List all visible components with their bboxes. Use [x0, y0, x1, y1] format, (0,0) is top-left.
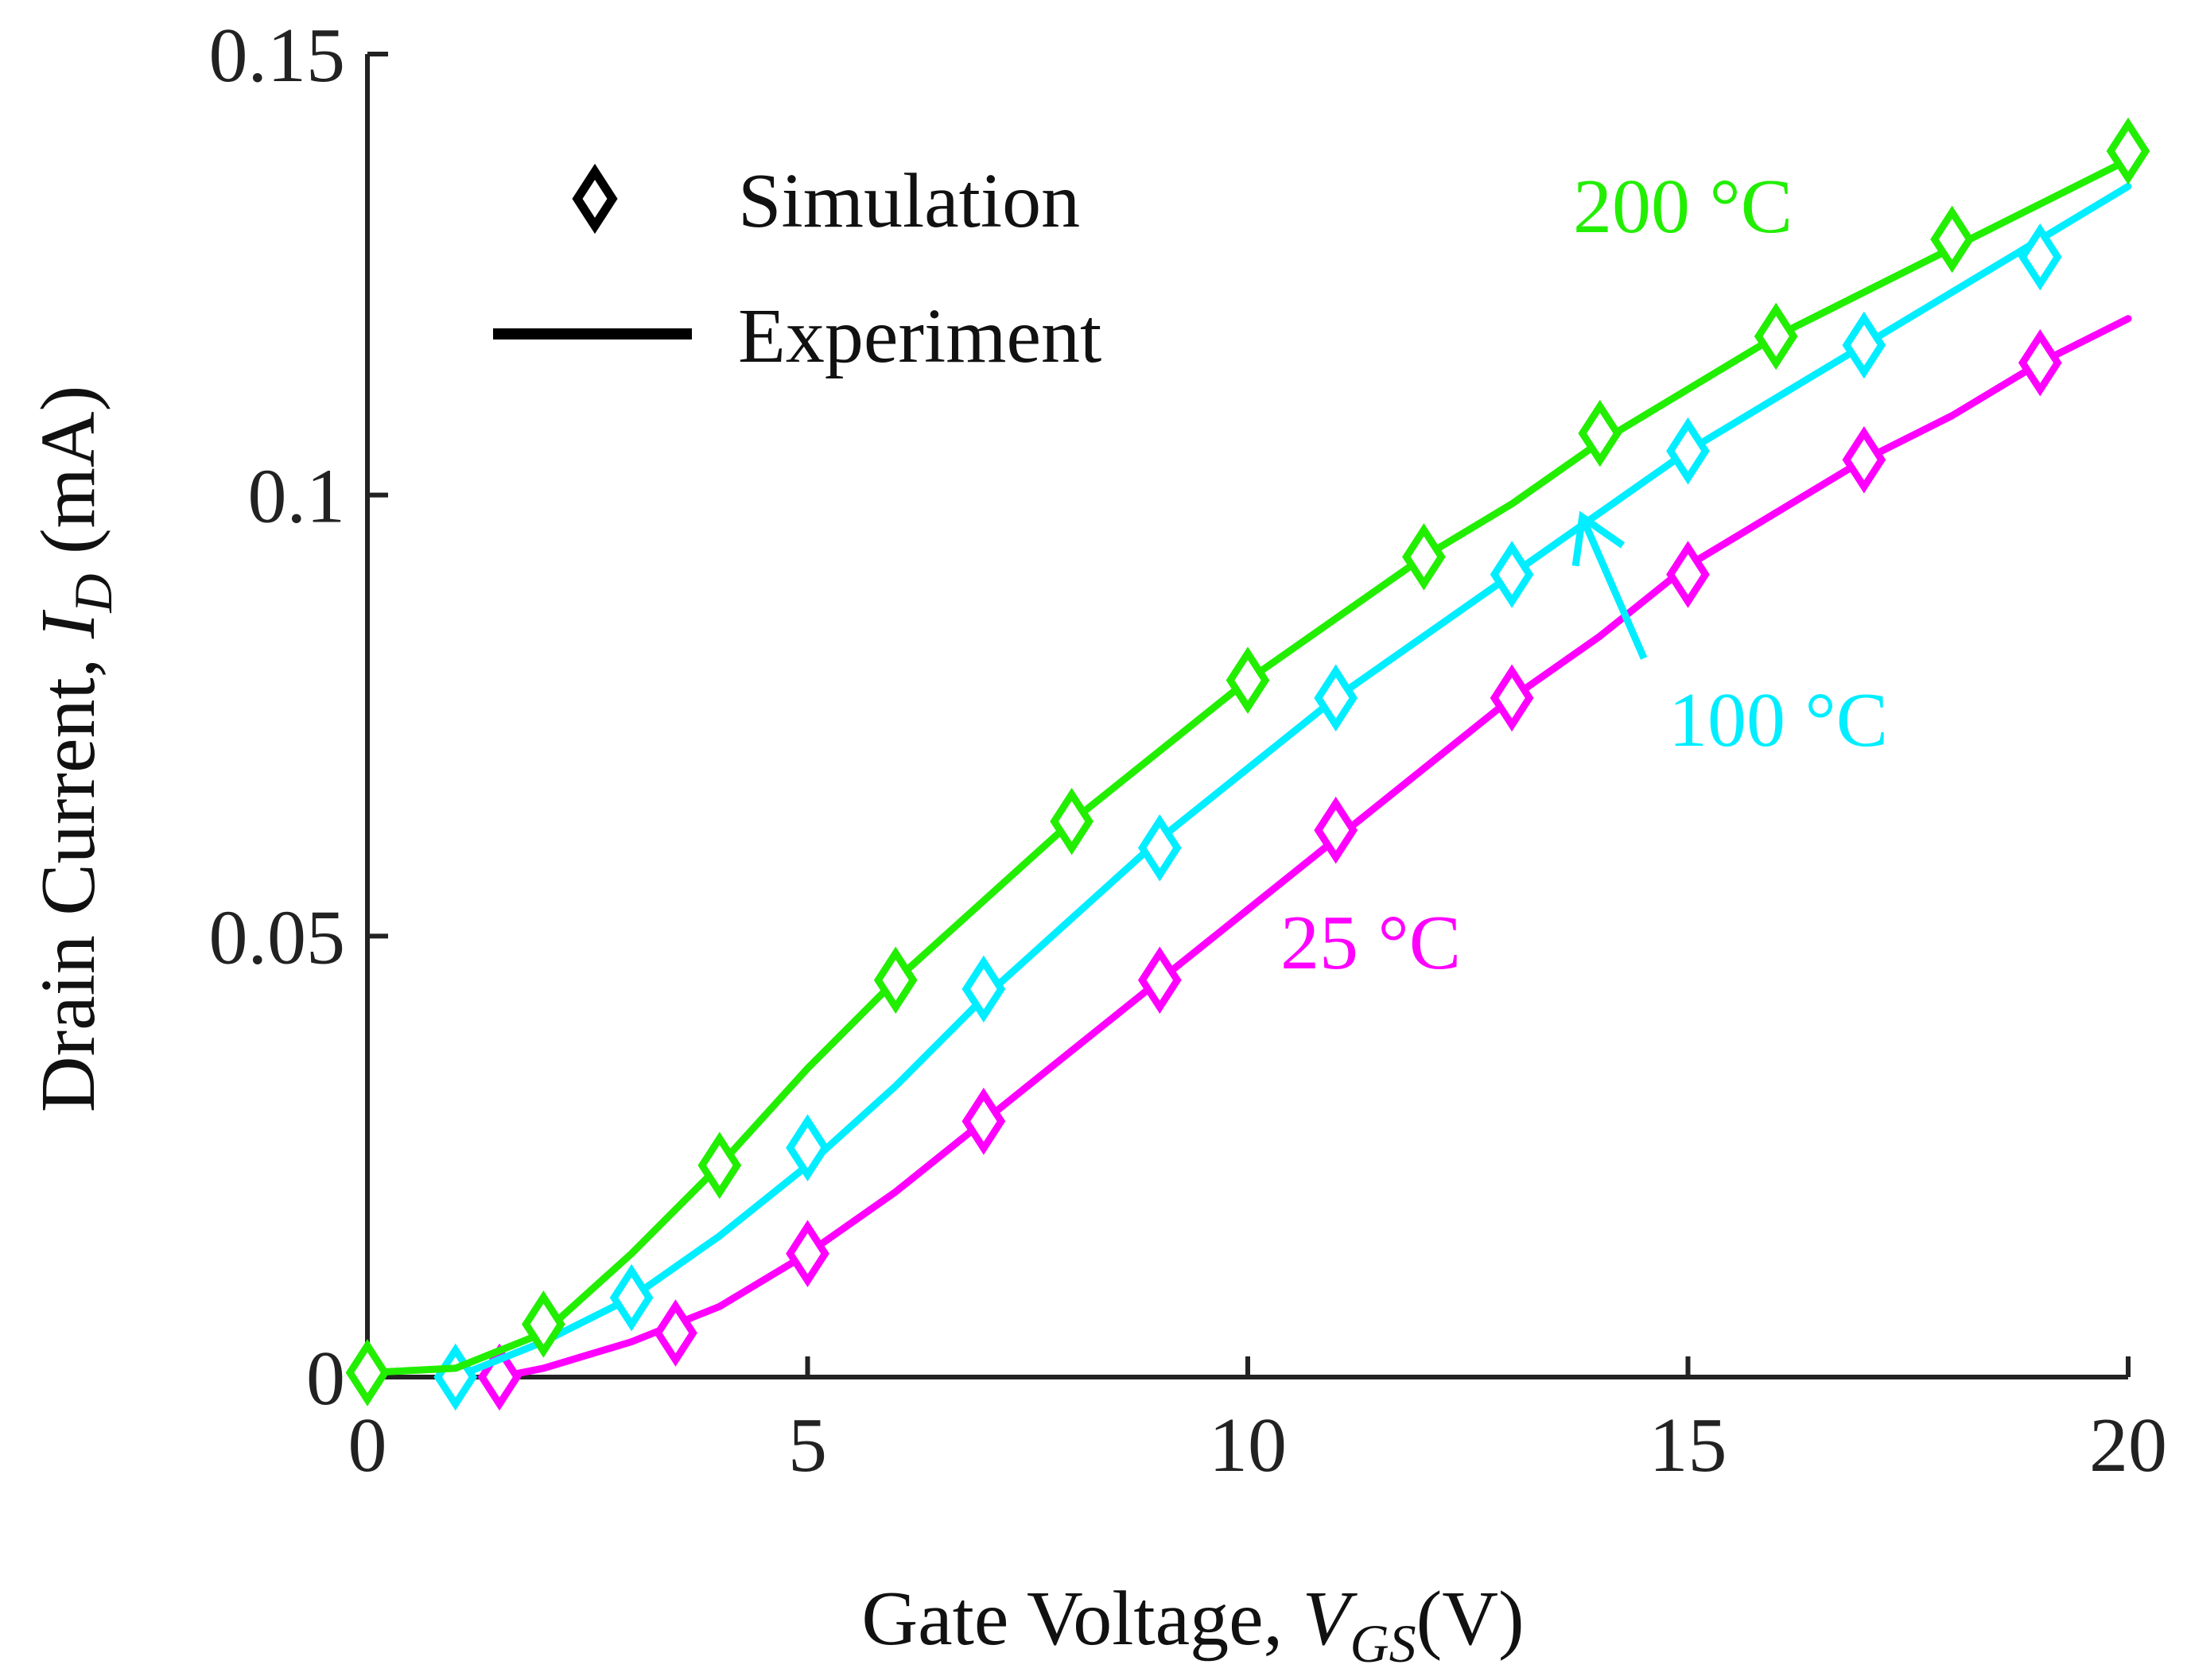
simulation-point-200c [697, 1131, 742, 1200]
simulation-point-200c [2106, 117, 2150, 185]
simulation-point-25c [1666, 541, 1710, 608]
x-axis-title-var: V [1303, 1576, 1358, 1662]
simulation-point-100c [609, 1263, 654, 1332]
simulation-point-100c [1137, 814, 1182, 882]
y-axis-title-unit: (mA) [25, 386, 111, 574]
experiment-line-100c [452, 182, 2132, 1381]
simulation-point-100c [1490, 541, 1534, 608]
legend: Simulation Experiment [493, 158, 1101, 379]
simulation-point-25c [654, 1299, 697, 1367]
simulation-point-25c [1490, 664, 1534, 732]
x-axis-title-sub: GS [1350, 1613, 1416, 1674]
simulation-point-200c [1402, 523, 1446, 591]
series-label-100c: 100 °C [1668, 677, 1888, 763]
simulation-point-200c [1578, 399, 1622, 468]
series-layer [345, 117, 2150, 1411]
simulation-point-25c [2018, 328, 2062, 397]
legend-simulation-label: Simulation [738, 158, 1080, 244]
x-axis-title: Gate Voltage, VGS(V) [861, 1576, 1524, 1674]
simulation-point-25c [961, 1088, 1006, 1155]
simulation-point-100c [1666, 417, 1710, 485]
x-tick-label: 5 [788, 1403, 827, 1488]
y-tick-label: 0 [306, 1336, 345, 1422]
annotation-arrow-shaft [1579, 515, 1648, 660]
simulation-point-100c [1842, 311, 1886, 379]
y-axis-title: Drain Current, ID (mA) [25, 386, 123, 1113]
simulation-point-200c [873, 946, 918, 1015]
x-axis-title-main: Gate Voltage, [861, 1576, 1302, 1662]
annotation-arrow-head [1571, 510, 1626, 567]
y-tick-label: 0.1 [248, 454, 346, 540]
simulation-point-100c [786, 1114, 829, 1181]
y-axis-title-var: I [25, 609, 111, 639]
simulation-point-100c [433, 1343, 478, 1411]
series-label-25c: 25 °C [1280, 900, 1461, 986]
simulation-point-200c [345, 1339, 390, 1406]
simulation-point-200c [522, 1290, 565, 1358]
series-label-200c: 200 °C [1573, 164, 1793, 250]
simulation-point-200c [1754, 302, 1798, 371]
simulation-point-100c [961, 955, 1006, 1023]
y-tick-label: 0.05 [209, 894, 346, 980]
simulation-point-25c [786, 1220, 829, 1287]
simulation-point-100c [1314, 664, 1358, 732]
simulation-point-100c [2018, 223, 2062, 291]
simulation-point-200c [1226, 646, 1270, 714]
legend-simulation-marker [572, 163, 618, 235]
simulation-point-25c [1137, 946, 1182, 1015]
y-tick-label: 0.15 [209, 13, 346, 99]
simulation-point-25c [1314, 796, 1358, 864]
x-tick-label: 15 [1649, 1403, 1727, 1488]
y-axis-title-sub: D [63, 574, 123, 614]
x-tick-label: 10 [1209, 1403, 1287, 1488]
simulation-point-25c [1842, 426, 1886, 494]
y-axis-title-main: Drain Current, [25, 638, 111, 1112]
simulation-point-200c [1930, 205, 1974, 274]
axis-titles: Gate Voltage, VGS(V) Drain Current, ID (… [25, 386, 1525, 1674]
x-tick-label: 0 [348, 1403, 387, 1488]
simulation-point-200c [1050, 787, 1094, 856]
series-labels: 200 °C 100 °C 25 °C [1280, 164, 1888, 986]
x-tick-label: 20 [2089, 1403, 2167, 1488]
legend-experiment-label: Experiment [738, 293, 1101, 379]
x-axis-title-unit: (V) [1416, 1576, 1525, 1662]
